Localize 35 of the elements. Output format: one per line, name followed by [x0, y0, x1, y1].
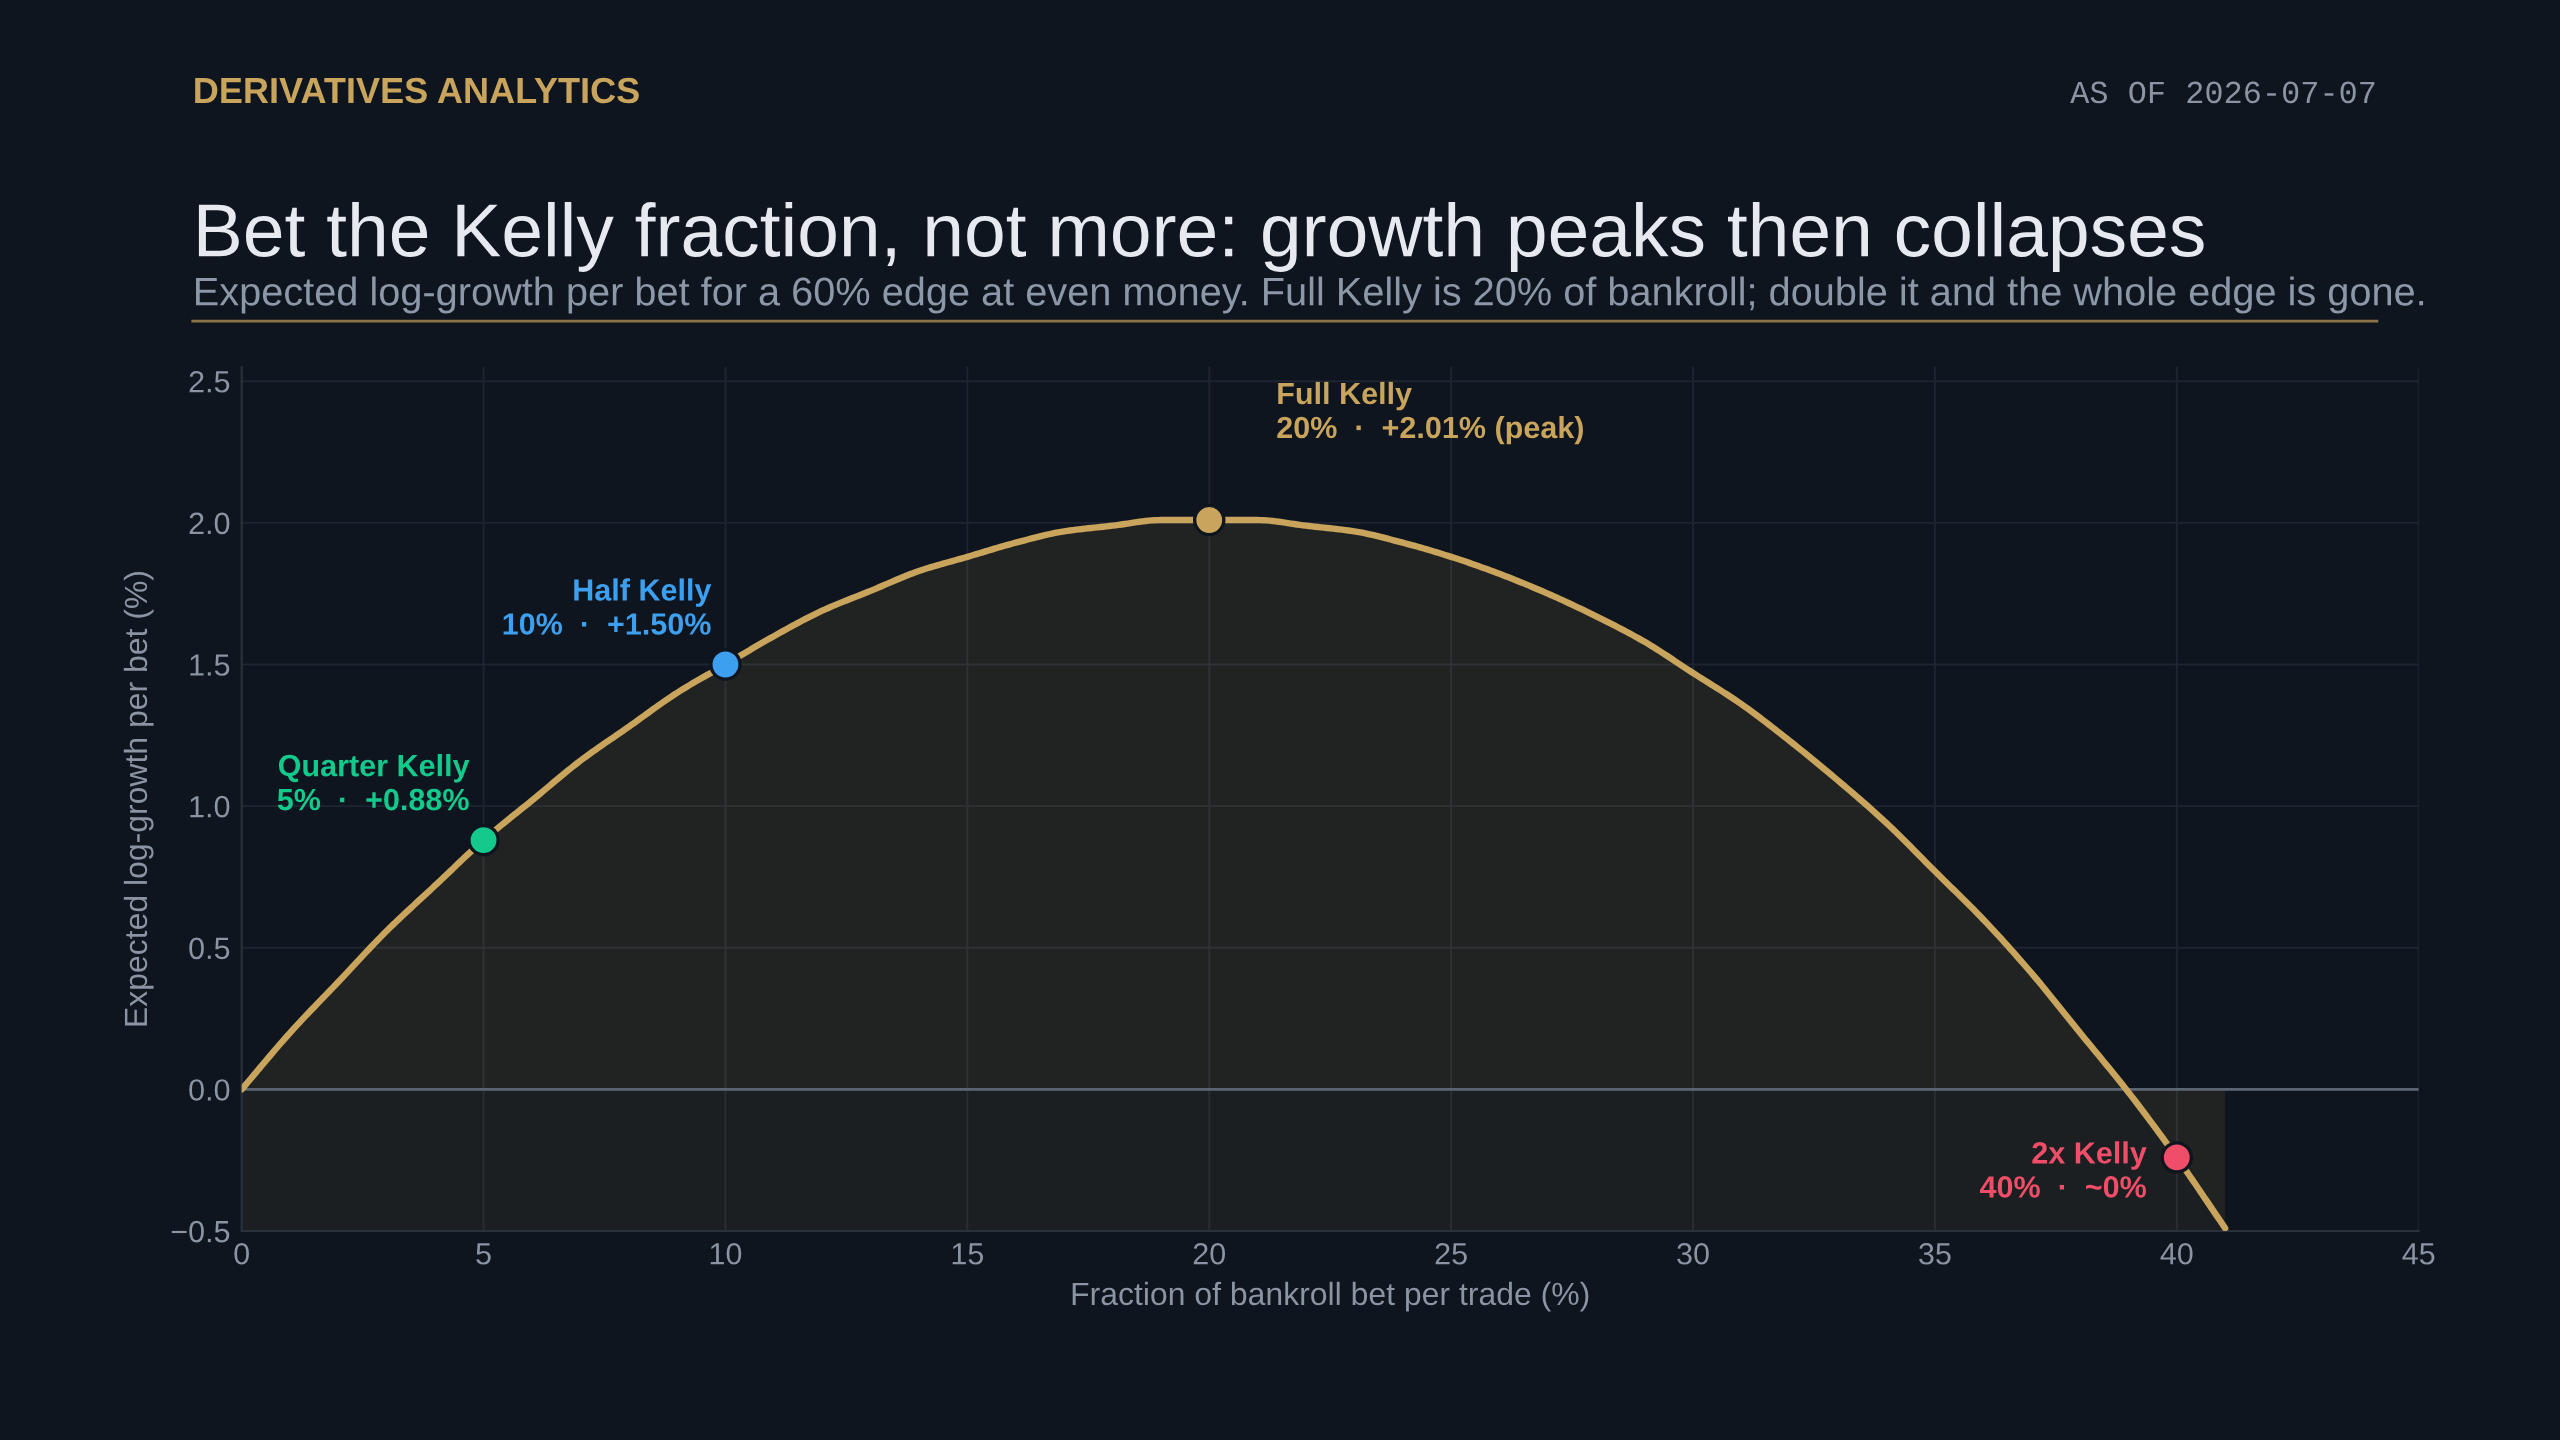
x-tick-label: 5 [476, 1243, 491, 1265]
x-tick-label: 20 [1193, 1242, 1226, 1265]
series-label: 2x Kelly [2032, 1141, 2147, 1170]
data-label: 20% · +2.01% (peak) [1277, 415, 1583, 445]
series-label: Quarter Kelly [278, 753, 470, 783]
series-label: Half Kelly [574, 578, 712, 607]
y-tick-label: 1.5 [190, 654, 230, 676]
chart-subtitle: Expected log-growth per bet for a 60% edge at even money. Full Kelly is 20% of bankroll; double it and the whole edge is gone. [196, 276, 2424, 314]
y-tick-label: 0.0 [189, 1079, 230, 1101]
data-label: 40% · ~0% [1979, 1176, 2146, 1198]
y-tick-label: 1.0 [190, 795, 230, 818]
y-tick-label: −0.5 [171, 1220, 230, 1243]
text: DERIVATIVES ANALYTICS [195, 77, 639, 104]
x-tick-label: 25 [1435, 1242, 1467, 1265]
x-tick-label: 0 [234, 1242, 249, 1265]
data-label: 5% · +0.88% [277, 788, 469, 811]
text: Full Kelly [1278, 381, 1412, 411]
x-tick-label: 15 [952, 1243, 984, 1265]
x-tick-label: 30 [1677, 1242, 1709, 1265]
x-tick-label: 10 [710, 1242, 742, 1265]
x-tick-label: 35 [1919, 1242, 1951, 1265]
point [2160, 1141, 2194, 1174]
y-axis-title: Expected log-growth per bet (%) [123, 571, 154, 1026]
chart-title: Bet the Kelly fraction, not more: growth peaks then collapses [198, 201, 2204, 272]
data-label: 10% · +1.50% [503, 613, 711, 635]
point [1192, 503, 1226, 537]
x-axis-title: Fraction of bankroll bet per trade (%) [1072, 1281, 1589, 1312]
y-tick-label: 0.5 [189, 937, 230, 960]
y-tick-label: 2.5 [189, 370, 230, 393]
y-tick-label: 2.0 [189, 512, 230, 535]
point [467, 823, 500, 857]
point [709, 648, 742, 681]
x-tick-label: 40 [2160, 1242, 2193, 1265]
x-tick-label: 45 [2402, 1243, 2435, 1265]
text: AS OF 2026-07-07 [2070, 81, 2375, 104]
